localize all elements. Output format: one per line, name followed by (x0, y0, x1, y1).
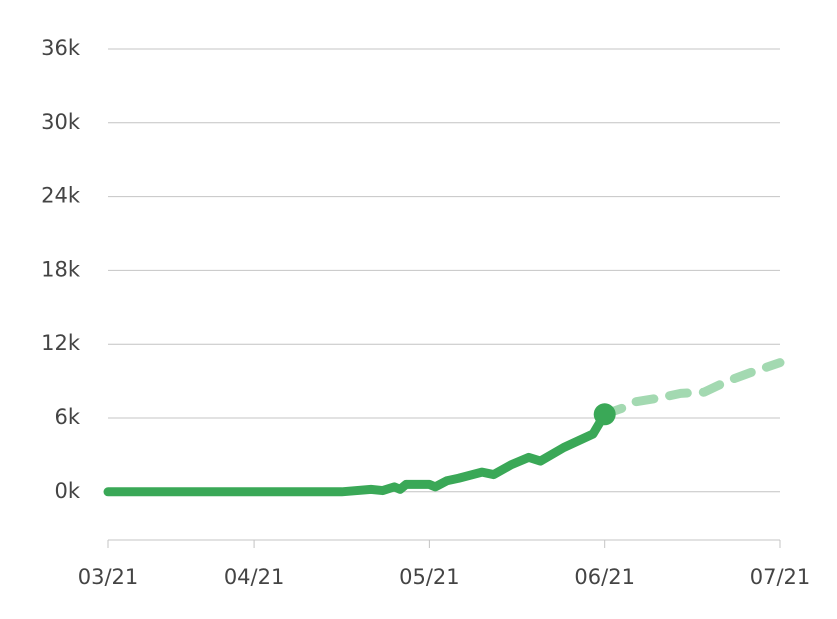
y-tick-label: 18k (41, 257, 81, 281)
y-tick-label: 0k (54, 479, 80, 503)
y-tick-label: 6k (54, 405, 80, 429)
x-tick-label: 05/21 (399, 565, 460, 589)
x-tick-label: 04/21 (224, 565, 285, 589)
x-tick-label: 06/21 (574, 565, 635, 589)
y-tick-label: 36k (41, 36, 81, 60)
x-tick-label: 07/21 (750, 565, 811, 589)
y-tick-label: 24k (41, 184, 81, 208)
data-line (103, 409, 610, 497)
forecast-line (600, 358, 785, 419)
x-tick-label: 03/21 (78, 565, 139, 589)
y-tick-label: 30k (41, 110, 81, 134)
y-tick-label: 12k (41, 331, 81, 355)
end-marker (593, 403, 616, 426)
